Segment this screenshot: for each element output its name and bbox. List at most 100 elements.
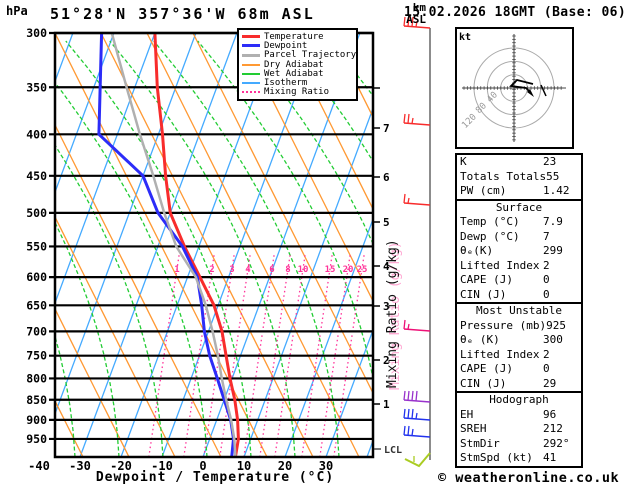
svg-text:Mixing Ratio (g/kg): Mixing Ratio (g/kg)	[385, 239, 400, 388]
table-section: Surface Temp (°C) 7.9 Dewp (°C) 7 θₑ(K) 299 Lif…	[457, 198, 581, 303]
svg-text:15: 15	[325, 265, 336, 275]
table-cell-value: 292°	[543, 436, 570, 450]
table-cell-value: 29	[543, 376, 557, 390]
table-cell-value: 2	[543, 258, 550, 272]
legend-item-label: Wet Adiabat	[264, 68, 324, 79]
svg-text:450: 450	[26, 169, 47, 183]
table-row: EH 96	[457, 408, 581, 423]
svg-text:Mixing Ratio (g/kg): Mixing Ratio (g/kg)	[388, 241, 403, 390]
table-section-header: Surface	[495, 200, 543, 214]
svg-text:10: 10	[298, 265, 309, 275]
temp-axis-title: Dewpoint / Temperature (°C)	[95, 470, 335, 485]
legend-item: Isotherm	[242, 78, 353, 89]
svg-text:20: 20	[343, 265, 354, 275]
temperature-tick-labels: -40 -30 -20 -10 0 10 20 30	[28, 459, 333, 473]
legend-item: Parcel Trajectory	[242, 50, 356, 60]
sounding-curves	[97, 33, 240, 457]
table-cell-label: Dewp (°C)	[460, 229, 520, 243]
legend-item-label: Isotherm	[264, 78, 308, 89]
table-cell-value: 0	[543, 362, 550, 375]
wind-barb	[403, 390, 431, 403]
svg-text:2: 2	[383, 354, 390, 367]
plot-border	[53, 31, 375, 459]
svg-text:7: 7	[383, 122, 390, 135]
credit-text: © weatheronline.co.uk	[438, 470, 620, 486]
table-row: Temp (°C) 7.9	[457, 215, 581, 230]
wet-adiabat-lines	[55, 40, 373, 457]
svg-text:2: 2	[209, 265, 214, 275]
svg-text:0: 0	[199, 459, 206, 473]
indices-table: K 23 Totals Totals 55 PW (cm) 1.42 Surface Temp…	[455, 153, 583, 468]
table-cell-value: 41	[543, 451, 557, 464]
altitude-ticks: 7 6 5 4 3 2 1	[373, 87, 390, 411]
wind-barb	[403, 193, 431, 206]
svg-text:6: 6	[269, 265, 274, 275]
table-cell-label: Temp (°C)	[460, 215, 520, 228]
wind-barb	[403, 408, 431, 421]
background-lines	[55, 33, 373, 457]
table-cell-label: θₑ(K)	[460, 244, 494, 257]
legend-line-swatch	[242, 35, 260, 39]
svg-text:-30: -30	[69, 459, 91, 473]
mixing-ratio-axis-label: Mixing Ratio (g/kg)Mixing Ratio (g/kg)	[385, 239, 403, 390]
table-cell-label: Lifted Index	[460, 258, 540, 272]
table-cell-value: 1.42	[543, 184, 570, 197]
wind-barb-column	[403, 16, 431, 468]
table-cell-label: PW (cm)	[460, 184, 507, 197]
table-cell-value: 299	[543, 244, 563, 257]
table-row: CAPE (J) 0	[457, 362, 581, 377]
table-cell-label: Totals Totals	[460, 169, 547, 183]
table-cell-value: 2	[543, 347, 550, 361]
isotherm-lines	[55, 33, 373, 457]
table-row: PW (cm) 1.42	[457, 184, 581, 199]
table-cell-value: 7.9	[543, 215, 563, 228]
table-cell-label: EH	[460, 407, 474, 421]
legend-item: Mixing Ratio	[242, 87, 353, 97]
svg-text:1: 1	[383, 398, 390, 411]
table-row: θₑ(K) 299	[457, 244, 581, 259]
table-cell-value: 7	[543, 229, 550, 243]
svg-text:850: 850	[26, 393, 47, 407]
table-row: SREH 212	[457, 422, 581, 437]
table-cell-value: 925	[546, 318, 566, 332]
legend-box: Temperature Dewpoint Parcel Trajectory Dry …	[237, 28, 358, 102]
svg-text:950: 950	[26, 432, 47, 446]
svg-text:3: 3	[229, 265, 234, 275]
table-row: CIN (J) 0	[457, 288, 581, 303]
legend-line-swatch	[242, 82, 260, 85]
hodograph-trace	[509, 79, 534, 94]
svg-text:-40: -40	[28, 459, 50, 473]
table-section: K 23 Totals Totals 55 PW (cm) 1.42	[457, 155, 581, 199]
table-cell-label: SREH	[460, 422, 487, 435]
station-title: 51°28'N 357°36'W 68m ASL	[50, 5, 315, 23]
table-cell-value: 0	[543, 287, 550, 301]
svg-text:800: 800	[26, 371, 47, 385]
table-row: Totals Totals 55	[457, 170, 581, 185]
table-section: Most Unstable Pressure (mb) 925 θₑ (K) 300 Li…	[457, 302, 581, 391]
table-row: Dewp (°C) 7	[457, 230, 581, 245]
legend-line-swatch	[242, 63, 260, 66]
svg-text:300: 300	[26, 26, 47, 40]
curve-parcel-trajectory	[110, 33, 237, 457]
lcl-marker: LCL	[374, 445, 402, 456]
table-section-header: Most Unstable	[475, 304, 563, 317]
svg-text:30: 30	[319, 459, 333, 473]
svg-text:500: 500	[26, 206, 47, 220]
legend-item-label: Dry Adiabat	[264, 59, 324, 70]
table-cell-value: 212	[543, 422, 563, 435]
wind-barb	[403, 425, 431, 438]
wind-barb	[403, 113, 431, 126]
svg-text:10: 10	[237, 459, 251, 473]
table-row: Lifted Index 2	[457, 259, 581, 274]
svg-text:-20: -20	[110, 459, 132, 473]
legend-line-swatch	[242, 53, 260, 57]
table-row: StmSpd (kt) 41	[457, 451, 581, 466]
pressure-tick-labels: 300 350 400 450 500 550 600 650 700 750 800 850 900 9…	[26, 26, 47, 446]
table-row: θₑ (K) 300	[457, 333, 581, 348]
wind-barb	[403, 16, 431, 29]
svg-text:6: 6	[383, 171, 390, 184]
svg-text:20: 20	[278, 459, 292, 473]
